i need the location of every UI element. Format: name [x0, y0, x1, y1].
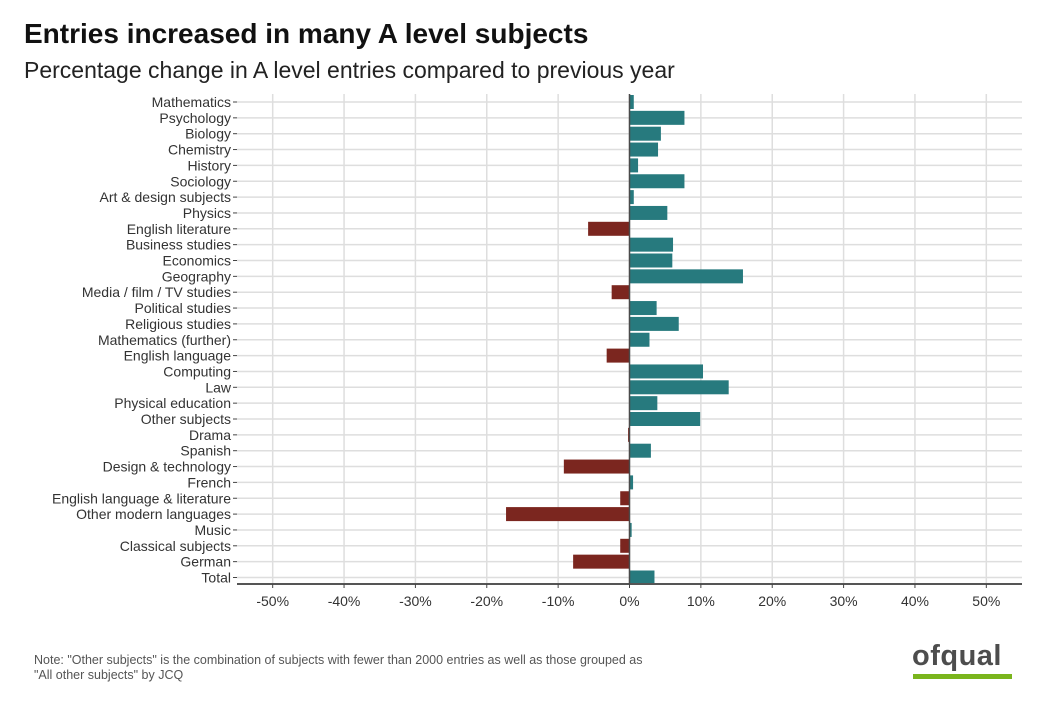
- bar: [629, 158, 639, 173]
- bar-chart: MathematicsPsychologyBiologyChemistryHis…: [52, 94, 1022, 609]
- category-label: Law: [205, 379, 232, 395]
- bar: [629, 396, 658, 411]
- bar: [629, 95, 634, 109]
- x-tick-label: 20%: [758, 593, 786, 609]
- bar: [629, 364, 704, 379]
- category-label: English literature: [127, 221, 231, 237]
- bars: [506, 95, 743, 585]
- bar: [629, 190, 634, 205]
- x-tick-label: 40%: [901, 593, 929, 609]
- chart-title: Entries increased in many A level subjec…: [24, 18, 589, 49]
- x-tick-label: 30%: [830, 593, 858, 609]
- bar: [573, 554, 630, 569]
- x-tick-label: 0%: [619, 593, 639, 609]
- category-label: Other modern languages: [76, 506, 231, 522]
- category-label: Design & technology: [103, 459, 231, 475]
- bar: [629, 443, 651, 458]
- bar: [629, 237, 674, 252]
- category-label: Other subjects: [141, 411, 231, 427]
- ofqual-logo-bar: [913, 674, 1012, 679]
- bar: [629, 110, 685, 125]
- bar: [506, 507, 630, 522]
- category-label: Mathematics: [152, 94, 231, 110]
- category-label: Business studies: [126, 237, 231, 253]
- x-tick-label: -30%: [399, 593, 432, 609]
- bar: [629, 269, 743, 284]
- axes: [233, 94, 1022, 588]
- category-label: English language: [124, 348, 232, 364]
- category-label: Religious studies: [125, 316, 231, 332]
- category-label: Music: [194, 522, 231, 538]
- category-label: Geography: [162, 268, 231, 284]
- category-label: Political studies: [135, 300, 232, 316]
- x-tick-label: -20%: [470, 593, 503, 609]
- bar: [588, 221, 630, 236]
- x-tick-label: -40%: [328, 593, 361, 609]
- ofqual-logo: ofqual: [912, 640, 1002, 672]
- bar: [629, 174, 685, 189]
- bar: [629, 253, 673, 268]
- bar: [629, 570, 655, 585]
- x-tick-label: -10%: [542, 593, 575, 609]
- category-label: Spanish: [180, 443, 231, 459]
- category-label: Physics: [183, 205, 231, 221]
- category-label: Sociology: [170, 173, 231, 189]
- bar: [629, 126, 661, 141]
- bar: [620, 491, 630, 506]
- category-label: Classical subjects: [120, 538, 231, 554]
- category-label: Chemistry: [168, 142, 231, 158]
- category-label: German: [180, 554, 231, 570]
- category-labels: MathematicsPsychologyBiologyChemistryHis…: [52, 94, 232, 586]
- tick-labels: -50% -40% -30% -20% -10% 0% 10% 20% 30% 40% 50%: [256, 593, 1000, 609]
- chart-note: Note: "Other subjects" is the combinatio…: [34, 653, 814, 683]
- category-label: Mathematics (further): [98, 332, 231, 348]
- bar: [629, 332, 650, 347]
- category-label: Drama: [189, 427, 231, 443]
- bar: [629, 475, 634, 490]
- category-label: Biology: [185, 126, 231, 142]
- category-label: French: [187, 474, 231, 490]
- category-label: Economics: [163, 253, 231, 269]
- bar: [629, 205, 668, 220]
- x-tick-label: -50%: [256, 593, 289, 609]
- note-line-1: Note: "Other subjects" is the combinatio…: [34, 653, 643, 667]
- category-label: Psychology: [159, 110, 231, 126]
- note-line-2: "All other subjects" by JCQ: [34, 668, 184, 682]
- bar: [620, 538, 630, 553]
- chart-subtitle: Percentage change in A level entries com…: [24, 57, 675, 83]
- bar: [563, 459, 630, 474]
- category-label: Computing: [163, 363, 231, 379]
- bar: [611, 285, 630, 300]
- category-label: English language & literature: [52, 490, 231, 506]
- category-label: Physical education: [114, 395, 231, 411]
- bar: [629, 380, 729, 395]
- bar: [629, 522, 632, 537]
- bar: [606, 348, 630, 363]
- bar: [629, 142, 659, 157]
- category-label: Art & design subjects: [99, 189, 231, 205]
- bar: [629, 412, 701, 426]
- category-label: History: [187, 157, 231, 173]
- x-tick-label: 50%: [972, 593, 1000, 609]
- bar: [629, 316, 679, 331]
- bar: [629, 301, 657, 316]
- x-tick-label: 10%: [687, 593, 715, 609]
- category-label: Total: [201, 570, 231, 586]
- category-label: Media / film / TV studies: [82, 284, 231, 300]
